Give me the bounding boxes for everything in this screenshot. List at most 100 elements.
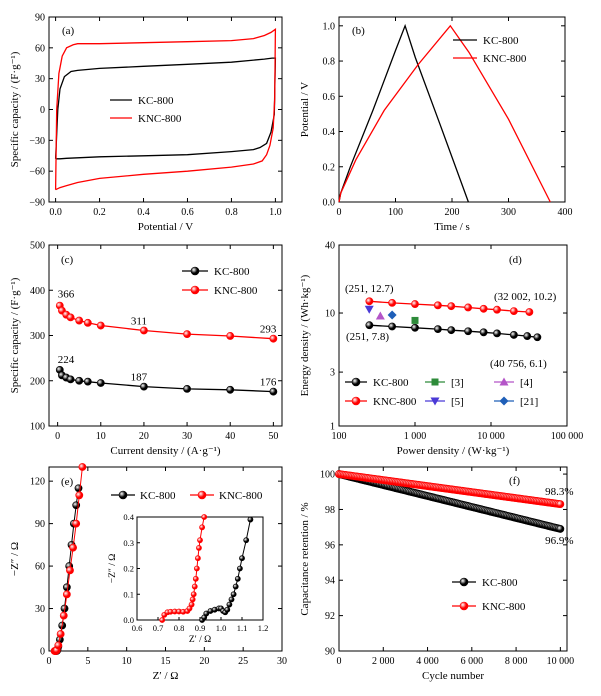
legend-label: KC-800 [483, 35, 519, 47]
inset-data-point [203, 610, 210, 617]
data-point [56, 630, 65, 638]
y-tick-label: 40 [325, 241, 335, 252]
plot-frame [338, 466, 568, 652]
data-point [447, 302, 456, 311]
y-tick-label: 60 [35, 43, 45, 54]
inset-data-point [190, 591, 197, 598]
series-KC-800 [59, 369, 274, 393]
data-label: 176 [260, 377, 277, 389]
data-point [140, 382, 148, 391]
legend-label: KNC-800 [483, 53, 527, 65]
x-tick-label: 2 000 [372, 656, 395, 667]
inset-data-point [224, 606, 231, 613]
x-tick-label: 15 [161, 656, 171, 667]
legend-marker [190, 285, 200, 295]
inset-x-title: Z′ / Ω [189, 635, 211, 645]
y-tick-label: 98 [325, 505, 335, 516]
x-tick-label: 5 [85, 656, 90, 667]
data-point [464, 303, 473, 312]
x-tick-label: 0.8 [225, 207, 238, 218]
inset-data-point [247, 516, 254, 523]
x-tick-label: 0.6 [181, 207, 194, 218]
y-tick-label: 1.0 [323, 21, 336, 32]
data-label: 187 [131, 372, 148, 384]
data-point [523, 332, 532, 340]
y-tick-label: 0 [40, 647, 45, 658]
inset-data-point [236, 565, 243, 572]
panel-label: (c) [61, 254, 74, 266]
x-tick-label: 8 000 [505, 656, 528, 667]
data-point [525, 308, 534, 316]
legend-label: KNC-800 [138, 113, 182, 125]
inset-data-point [226, 601, 233, 608]
legend-label: [4] [520, 377, 533, 389]
x-tick-label: 100 000 [551, 431, 584, 442]
data-point [75, 316, 84, 325]
data-point [364, 305, 374, 314]
panel-label: (f) [509, 475, 520, 487]
y-tick-label: 30 [35, 604, 45, 615]
y-tick-label: 500 [30, 241, 45, 252]
data-point [66, 566, 74, 575]
data-point [269, 334, 278, 343]
legend-marker [459, 577, 469, 587]
x-axis-title: Power density / (W·kg⁻¹) [397, 445, 510, 457]
data-point [183, 330, 191, 339]
legend-label: KNC-800 [482, 601, 526, 613]
inset-data-point [196, 545, 202, 551]
series-KNC-800 [59, 305, 274, 340]
legend-label: KC-800 [140, 490, 176, 502]
y-tick-label: 60 [35, 562, 45, 573]
x-tick-label: 30 [277, 656, 287, 667]
legend-label: [3] [451, 377, 464, 389]
legend-marker [197, 490, 207, 500]
x-tick-label: 100 [388, 207, 403, 218]
y-tick-label: 94 [325, 576, 335, 587]
inset-y-tick-label: 0.3 [123, 538, 134, 548]
inset-data-point [201, 514, 208, 520]
legend-marker [351, 377, 361, 387]
data-point [75, 491, 84, 500]
x-tick-label: 0.2 [93, 207, 106, 218]
data-label: (32 002, 10.2) [494, 291, 557, 303]
inset-y-tick-label: 0.4 [123, 512, 134, 522]
y-tick-label: 0.2 [323, 162, 336, 173]
plot-frame [48, 16, 283, 203]
data-point [69, 543, 77, 552]
y-tick-label: 0.8 [323, 57, 336, 68]
data-point [493, 329, 501, 338]
data-point [62, 590, 71, 599]
data-label: 224 [58, 354, 75, 366]
data-point [509, 331, 518, 339]
legend-label: KNC-800 [214, 285, 258, 297]
x-tick-label: 25 [238, 656, 248, 667]
inset-y-tick-label: 0.0 [123, 615, 134, 625]
data-point [388, 322, 397, 331]
panel-label: (d) [509, 254, 522, 266]
inset-y-tick-label: 0.1 [123, 589, 134, 599]
inset-x-tick-label: 0.9 [195, 623, 206, 633]
data-point [62, 583, 71, 592]
inset-y-title: −Z″ / Ω [108, 554, 118, 584]
data-point [226, 385, 235, 394]
data-point [72, 519, 81, 528]
data-point [269, 387, 278, 396]
data-point [226, 332, 235, 340]
inset-data-point [230, 591, 237, 598]
legend-marker [190, 266, 200, 276]
y-tick-label: 10 [325, 309, 335, 320]
inset-data-point [159, 617, 166, 623]
legend-label: KC-800 [373, 377, 409, 389]
data-point [66, 375, 75, 384]
x-tick-label: 10 000 [547, 656, 575, 667]
series-KC-800 [54, 57, 277, 160]
panel-label: (e) [61, 476, 74, 488]
y-axis-title: Capacitance retention / % [299, 502, 311, 615]
x-tick-label: 0.4 [137, 207, 150, 218]
y-tick-label: 90 [35, 13, 45, 24]
y-tick-label: 96 [325, 540, 335, 551]
data-point [479, 328, 488, 337]
inset-data-point [228, 596, 235, 603]
data-label: 293 [260, 324, 277, 336]
data-label: 366 [58, 289, 75, 301]
